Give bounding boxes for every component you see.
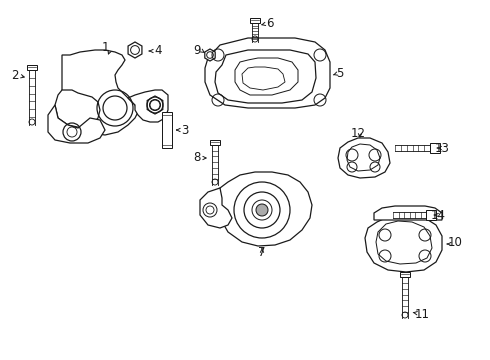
Polygon shape [147, 96, 163, 114]
Polygon shape [200, 188, 232, 228]
Polygon shape [128, 42, 142, 58]
Polygon shape [215, 50, 316, 103]
Polygon shape [48, 105, 105, 143]
Text: 3: 3 [181, 123, 189, 136]
Polygon shape [218, 172, 312, 246]
Text: 9: 9 [193, 44, 201, 57]
Polygon shape [205, 49, 215, 61]
Polygon shape [128, 90, 168, 122]
Polygon shape [55, 90, 100, 128]
Polygon shape [365, 215, 442, 272]
Polygon shape [400, 272, 410, 277]
Polygon shape [430, 143, 440, 153]
Text: 13: 13 [435, 141, 449, 154]
Polygon shape [210, 140, 220, 145]
Polygon shape [162, 112, 172, 148]
Text: 11: 11 [415, 309, 430, 321]
Polygon shape [27, 65, 37, 70]
Polygon shape [62, 50, 138, 135]
Polygon shape [242, 67, 285, 90]
Polygon shape [205, 38, 330, 108]
Text: 10: 10 [447, 237, 463, 249]
Text: 4: 4 [154, 44, 162, 57]
Text: 2: 2 [11, 68, 19, 81]
Text: 1: 1 [101, 41, 109, 54]
Text: 6: 6 [266, 17, 274, 30]
Text: 5: 5 [336, 67, 343, 80]
Polygon shape [376, 221, 432, 264]
Polygon shape [374, 206, 442, 220]
Polygon shape [250, 18, 260, 23]
Circle shape [256, 204, 268, 216]
Text: 14: 14 [431, 208, 445, 221]
Polygon shape [235, 58, 298, 95]
Text: 7: 7 [258, 246, 266, 258]
Text: 8: 8 [194, 150, 201, 163]
Text: 12: 12 [350, 126, 366, 140]
Polygon shape [338, 138, 390, 178]
Polygon shape [426, 210, 436, 220]
Polygon shape [347, 144, 380, 171]
